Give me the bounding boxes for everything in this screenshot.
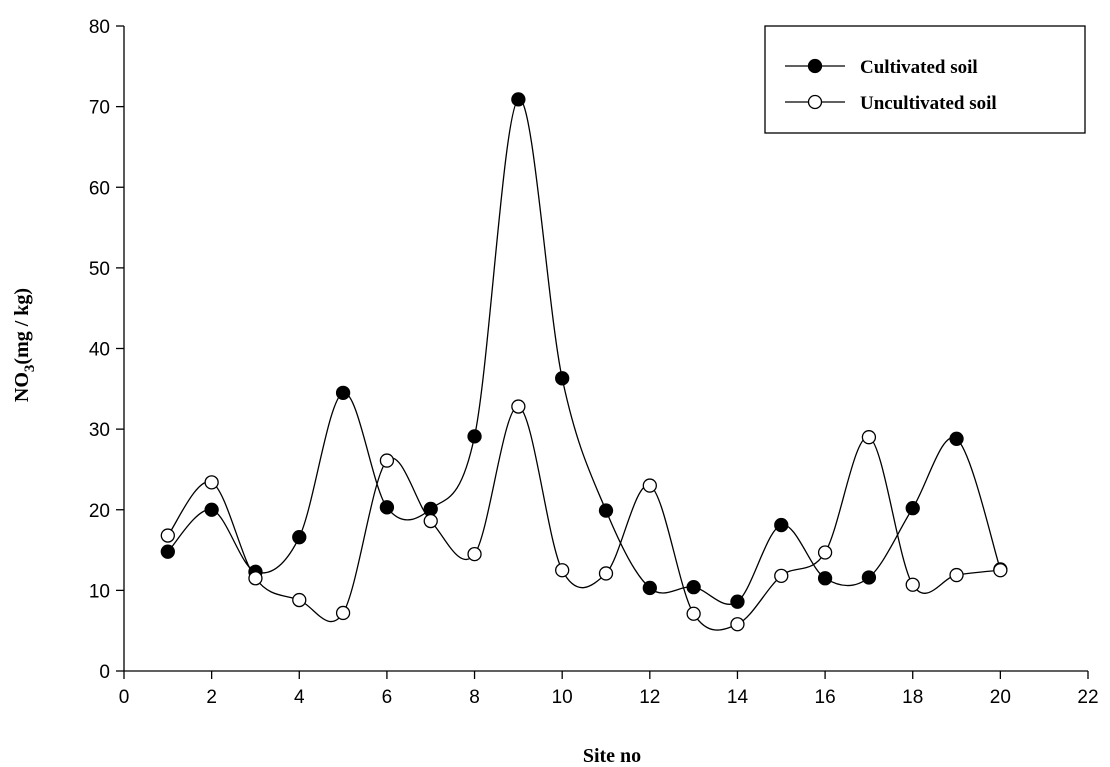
data-point-uncultivated-soil bbox=[817, 545, 833, 560]
data-point-cultivated-soil bbox=[861, 570, 877, 585]
legend-marker-cultivated bbox=[807, 58, 823, 74]
data-point-cultivated-soil bbox=[511, 92, 526, 107]
y-tick-label: 70 bbox=[89, 98, 110, 119]
x-tick-label: 10 bbox=[552, 687, 573, 708]
y-axis-title-unit: (mg / kg) bbox=[11, 288, 33, 365]
y-axis-title: NO3(mg / kg) bbox=[11, 288, 38, 402]
data-point-uncultivated-soil bbox=[993, 563, 1008, 578]
y-tick-label: 20 bbox=[89, 501, 110, 522]
legend: Cultivated soil Uncultivated soil bbox=[764, 25, 1086, 134]
data-point-uncultivated-soil bbox=[555, 563, 570, 578]
data-point-uncultivated-soil bbox=[598, 566, 614, 581]
data-point-cultivated-soil bbox=[335, 385, 351, 400]
y-tick-label: 10 bbox=[89, 581, 110, 602]
y-tick-label: 50 bbox=[89, 259, 110, 280]
data-point-cultivated-soil bbox=[598, 503, 614, 518]
x-tick-label: 20 bbox=[990, 687, 1011, 708]
x-tick-label: 12 bbox=[639, 687, 660, 708]
data-point-uncultivated-soil bbox=[423, 513, 438, 529]
y-tick-label: 80 bbox=[89, 17, 110, 38]
y-axis-title-subscript: 3 bbox=[22, 365, 38, 373]
data-point-cultivated-soil bbox=[467, 429, 482, 444]
data-point-uncultivated-soil bbox=[774, 568, 789, 584]
data-point-uncultivated-soil bbox=[905, 577, 920, 592]
data-point-cultivated-soil bbox=[905, 500, 920, 516]
x-tick-label: 2 bbox=[206, 687, 217, 708]
x-axis: 0 2 4 6 8 10 12 14 16 18 20 22 bbox=[119, 671, 1099, 708]
data-point-cultivated-soil bbox=[204, 502, 219, 517]
x-tick-label: 22 bbox=[1077, 687, 1098, 708]
data-point-uncultivated-soil bbox=[511, 399, 526, 414]
data-point-uncultivated-soil bbox=[642, 478, 657, 493]
data-point-cultivated-soil bbox=[774, 517, 789, 533]
data-point-uncultivated-soil bbox=[861, 430, 877, 445]
x-tick-label: 14 bbox=[727, 687, 749, 708]
data-point-uncultivated-soil bbox=[335, 605, 351, 621]
y-tick-label: 0 bbox=[99, 662, 110, 683]
legend-label-uncultivated: Uncultivated soil bbox=[860, 93, 997, 114]
data-point-cultivated-soil bbox=[730, 594, 745, 609]
data-point-uncultivated-soil bbox=[379, 453, 395, 468]
y-tick-label: 30 bbox=[89, 420, 110, 441]
data-point-cultivated-soil bbox=[817, 571, 833, 586]
data-point-uncultivated-soil bbox=[292, 592, 307, 608]
series-uncultivated-soil bbox=[160, 399, 1008, 632]
data-point-uncultivated-soil bbox=[949, 567, 964, 583]
y-axis: 0 10 20 30 40 50 60 70 80 bbox=[89, 17, 124, 683]
x-tick-label: 4 bbox=[294, 687, 305, 708]
legend-marker-uncultivated bbox=[807, 94, 823, 110]
data-point-uncultivated-soil bbox=[160, 528, 175, 543]
data-point-uncultivated-soil bbox=[686, 606, 701, 621]
legend-box bbox=[764, 25, 1086, 134]
x-tick-label: 16 bbox=[815, 687, 836, 708]
data-point-cultivated-soil bbox=[292, 530, 307, 545]
y-tick-label: 60 bbox=[89, 178, 110, 199]
data-point-cultivated-soil bbox=[686, 580, 701, 595]
x-tick-label: 0 bbox=[119, 687, 130, 708]
data-point-uncultivated-soil bbox=[730, 617, 745, 632]
x-tick-label: 18 bbox=[902, 687, 923, 708]
data-point-uncultivated-soil bbox=[248, 571, 263, 586]
x-axis-title: Site no bbox=[583, 745, 641, 767]
x-tick-label: 6 bbox=[382, 687, 393, 708]
data-point-cultivated-soil bbox=[642, 580, 657, 596]
data-point-cultivated-soil bbox=[379, 500, 395, 515]
data-point-cultivated-soil bbox=[949, 431, 964, 446]
series-layer bbox=[160, 92, 1008, 632]
y-tick-label: 40 bbox=[89, 340, 110, 361]
legend-label-cultivated: Cultivated soil bbox=[860, 57, 978, 78]
data-point-uncultivated-soil bbox=[204, 475, 219, 490]
y-axis-title-main: NO bbox=[11, 372, 33, 402]
x-tick-label: 8 bbox=[469, 687, 480, 708]
data-point-cultivated-soil bbox=[160, 544, 175, 559]
data-point-uncultivated-soil bbox=[467, 546, 482, 562]
data-point-cultivated-soil bbox=[555, 371, 570, 386]
